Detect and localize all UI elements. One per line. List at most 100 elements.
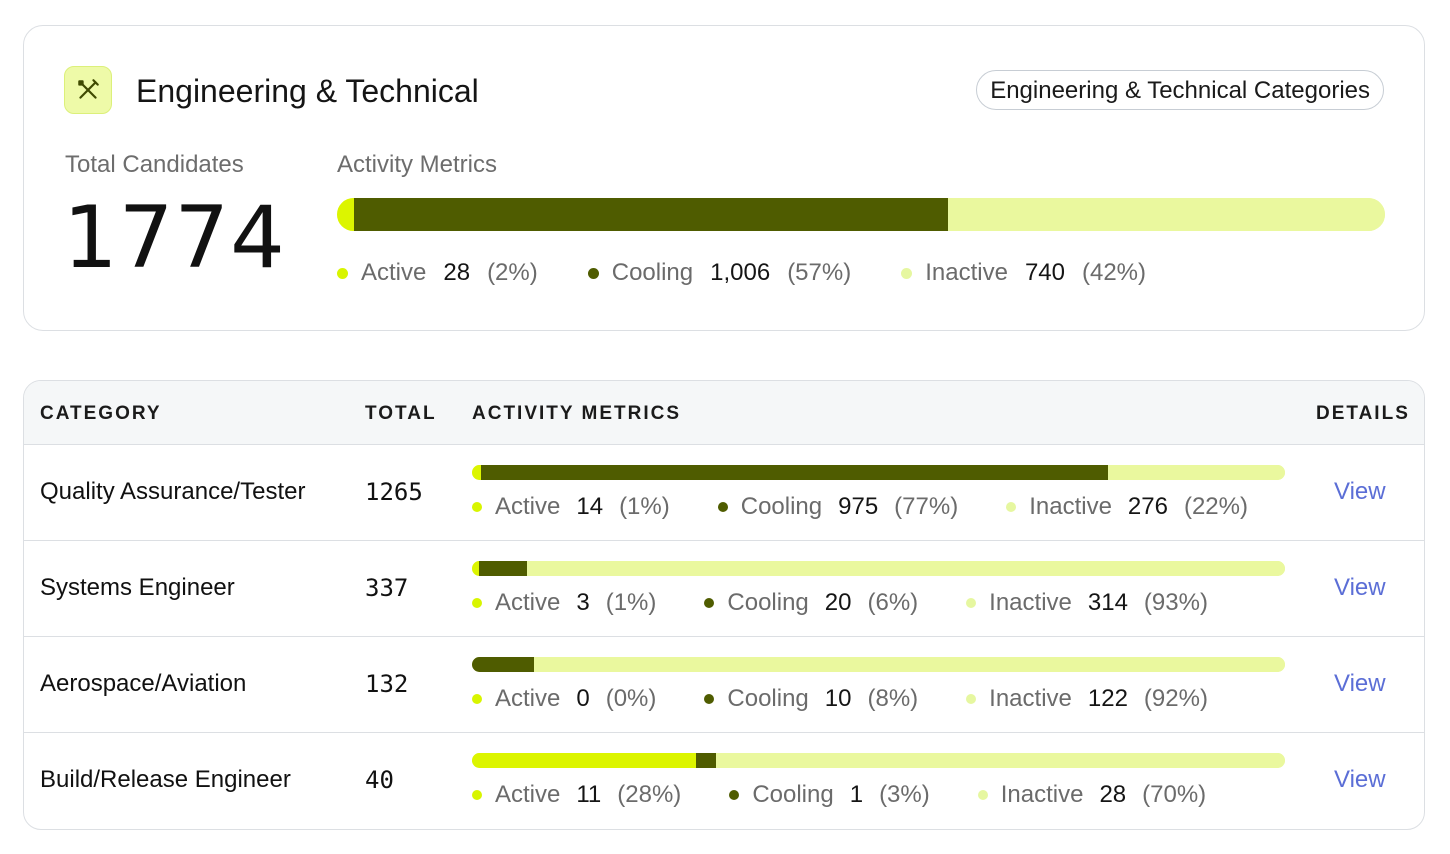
legend-label: Cooling [727,589,809,616]
row-total: 40 [365,766,394,794]
header-total: TOTAL [365,403,437,424]
row-category: Systems Engineer [40,574,235,601]
legend-label: Active [495,781,561,808]
legend-active: Active 0 (0%) [472,685,656,713]
row-category: Aerospace/Aviation [40,670,247,697]
cooling-dot-icon [729,790,740,800]
legend-percent: (8%) [867,685,919,712]
legend-active: Active 28 (2%) [337,259,538,287]
legend-percent: (2%) [487,259,538,286]
active-segment [472,465,481,480]
inactive-dot-icon [966,598,977,608]
row-legend: Active 14 (1%) Cooling 975 (77%) Inactiv… [472,492,1248,522]
legend-count: 0 [576,685,590,712]
legend-inactive: Inactive 28 (70%) [977,781,1207,809]
legend-cooling: Cooling 1 (3%) [729,781,930,809]
legend-inactive: Inactive 740 (42%) [901,259,1146,287]
legend-active: Active 14 (1%) [472,493,670,521]
row-legend: Active 3 (1%) Cooling 20 (6%) Inactive 3… [472,588,1208,618]
legend-count: 14 [576,493,604,520]
row-legend: Active 0 (0%) Cooling 10 (8%) Inactive 1… [472,684,1208,714]
inactive-dot-icon [966,694,977,704]
summary-card: Engineering & Technical Engineering & Te… [23,25,1425,331]
cooling-dot-icon [587,267,599,279]
legend-label: Cooling [727,685,809,712]
cooling-segment [695,753,716,768]
view-details-link[interactable]: View [1334,670,1386,697]
header-activity-metrics: ACTIVITY METRICS [472,403,681,424]
inactive-segment [533,657,1285,672]
row-legend: Active 11 (28%) Cooling 1 (3%) Inactive … [472,780,1206,810]
legend-count: 1 [849,781,864,808]
cooling-dot-icon [717,502,728,512]
legend-percent: (6%) [867,589,919,616]
legend-count: 276 [1127,493,1168,520]
legend-percent: (57%) [787,259,852,286]
inactive-segment [947,198,1385,231]
legend-percent: (77%) [894,493,959,520]
legend-cooling: Cooling 1,006 (57%) [587,259,852,287]
legend-count: 122 [1087,685,1128,712]
legend-count: 11 [576,781,602,808]
table-row: Build/Release Engineer 40 Active 11 (28%… [24,733,1424,829]
legend-cooling: Cooling 20 (6%) [704,589,918,617]
row-total: 132 [365,670,409,698]
row-activity-bar [472,465,1285,480]
activity-metrics-label: Activity Metrics [337,151,498,178]
legend-inactive: Inactive 314 (93%) [966,589,1208,617]
legend-percent: (70%) [1142,781,1207,808]
cooling-segment [353,198,948,231]
legend-percent: (22%) [1183,493,1248,520]
row-category: Quality Assurance/Tester [40,478,306,505]
legend-count: 3 [576,589,590,616]
categories-table: CATEGORY TOTAL ACTIVITY METRICS DETAILS … [23,380,1425,830]
legend-label: Inactive [989,685,1072,712]
active-dot-icon [337,267,348,279]
cooling-segment [472,657,534,672]
legend-label: Active [495,685,561,712]
legend-percent: (42%) [1081,259,1147,286]
legend-cooling: Cooling 10 (8%) [704,685,918,713]
table-row: Quality Assurance/Tester 1265 Active 14 … [24,445,1424,541]
legend-count: 975 [838,493,879,520]
cooling-segment [480,465,1108,480]
legend-inactive: Inactive 122 (92%) [966,685,1208,713]
legend-active: Active 3 (1%) [472,589,656,617]
row-category: Build/Release Engineer [40,766,291,793]
cooling-dot-icon [704,694,715,704]
active-dot-icon [472,694,482,704]
summary-activity-bar [337,198,1385,231]
row-activity-bar [472,657,1285,672]
legend-percent: (28%) [617,781,682,808]
legend-label: Inactive [925,259,1008,286]
table-header: CATEGORY TOTAL ACTIVITY METRICS DETAILS [24,381,1424,445]
legend-percent: (3%) [879,781,930,808]
legend-label: Active [361,259,427,286]
legend-label: Inactive [1000,781,1084,808]
cooling-dot-icon [704,598,715,608]
page-title: Engineering & Technical [136,73,479,109]
active-dot-icon [472,598,482,608]
active-segment [472,753,696,768]
row-activity-bar [472,753,1285,768]
total-candidates-value: 1774 [63,188,286,288]
legend-percent: (92%) [1143,685,1208,712]
view-details-link[interactable]: View [1334,766,1386,793]
active-segment [472,561,480,576]
view-details-link[interactable]: View [1334,478,1386,505]
legend-label: Cooling [752,781,834,808]
categories-button[interactable]: Engineering & Technical Categories [976,70,1384,110]
tools-icon [64,66,112,114]
legend-label: Inactive [1029,493,1112,520]
legend-percent: (93%) [1143,589,1208,616]
legend-count: 10 [824,685,852,712]
legend-count: 28 [443,259,471,286]
cooling-segment [479,561,528,576]
view-details-link[interactable]: View [1334,574,1386,601]
legend-count: 314 [1087,589,1128,616]
active-dot-icon [472,502,482,512]
legend-count: 1,006 [710,259,771,286]
inactive-dot-icon [901,267,913,279]
total-candidates-label: Total Candidates [65,151,244,178]
table-row: Aerospace/Aviation 132 Active 0 (0%) Coo… [24,637,1424,733]
